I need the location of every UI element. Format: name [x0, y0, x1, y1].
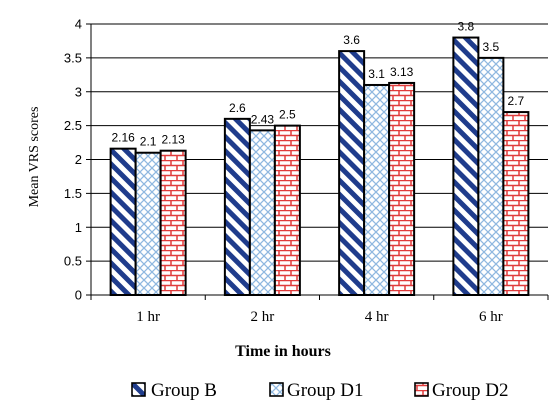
- y-tick-label: 1.5: [64, 186, 82, 201]
- data-label: 2.16: [111, 131, 135, 145]
- data-label: 2.43: [251, 112, 275, 126]
- x-tick-label: 6 hr: [479, 309, 503, 325]
- x-tick-label: 2 hr: [251, 309, 275, 325]
- y-axis-title: Mean VRS scores: [27, 107, 42, 208]
- x-tick-label: 4 hr: [365, 309, 389, 325]
- legend-swatch-group-b: [131, 382, 146, 397]
- y-tick-label: 4: [75, 17, 82, 32]
- bar-group-d1: [363, 83, 391, 296]
- data-label: 2.6: [229, 101, 246, 115]
- bar-group-d2: [273, 124, 301, 296]
- data-label: 2.1: [140, 135, 157, 149]
- x-axis-title: Time in hours: [235, 343, 331, 360]
- bar-group-d1: [134, 151, 162, 296]
- y-tick-label: 3.5: [64, 50, 82, 65]
- bar-group-d2: [502, 111, 530, 296]
- data-label: 2.7: [508, 94, 525, 108]
- data-label: 2.13: [161, 133, 185, 147]
- data-label: 3.1: [368, 67, 385, 81]
- data-label: 2.5: [279, 108, 296, 122]
- bar-group-b: [223, 117, 251, 296]
- data-label: 3.6: [343, 33, 360, 47]
- data-label: 3.5: [483, 40, 500, 54]
- bar-group-d1: [248, 129, 276, 296]
- y-tick-label: 1: [75, 220, 82, 235]
- y-tick-label: 0: [75, 288, 82, 303]
- bar-group-d2: [388, 81, 416, 296]
- bar-group-d2: [159, 149, 187, 296]
- y-tick-label: 3: [75, 84, 82, 99]
- x-tick-label: 1 hr: [136, 309, 160, 325]
- y-tick-label: 2: [75, 152, 82, 167]
- bar-group-b: [338, 50, 366, 296]
- legend-label-group-d2: Group D2: [432, 380, 509, 401]
- bar-group-d1: [477, 56, 505, 296]
- y-tick-label: 0.5: [64, 254, 82, 269]
- legend: Group B Group D1 Group D2: [131, 380, 509, 401]
- legend-swatch-group-d2: [414, 382, 429, 397]
- legend-swatch-group-d1: [269, 382, 284, 397]
- bar-group-b: [452, 36, 480, 297]
- y-tick-label: 2.5: [64, 118, 82, 133]
- bar-group-b: [109, 147, 137, 296]
- data-label: 3.13: [390, 65, 414, 79]
- legend-label-group-d1: Group D1: [287, 380, 364, 401]
- legend-label-group-b: Group B: [151, 380, 217, 401]
- data-label: 3.8: [458, 20, 475, 34]
